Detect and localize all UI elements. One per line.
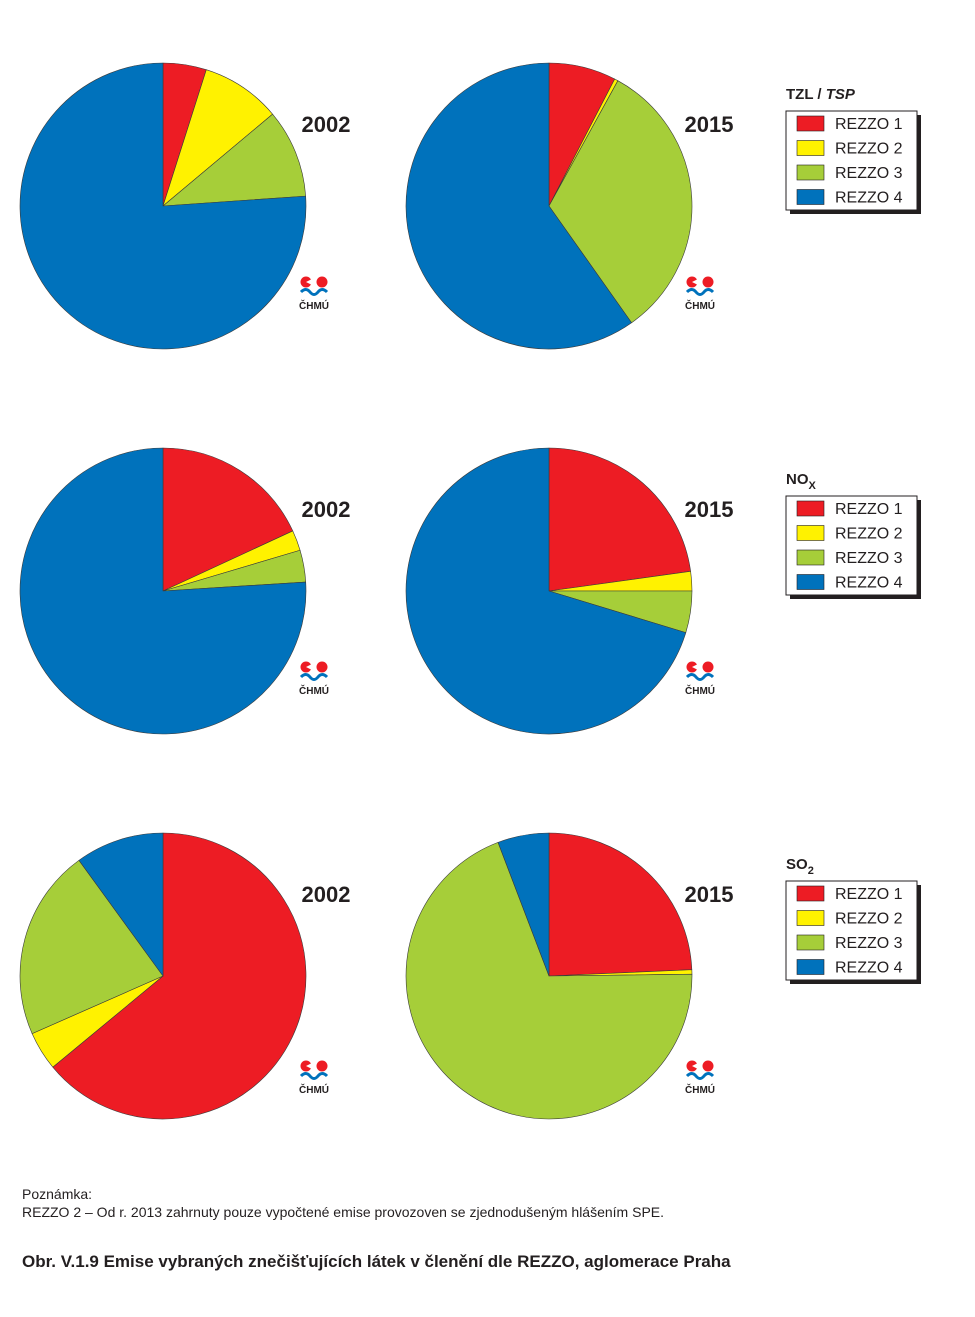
chmu-logo: ČHMÚ xyxy=(299,1060,329,1096)
pie-slice-nox-2015-rezzo-1 xyxy=(548,447,691,592)
svg-text:ČHMÚ: ČHMÚ xyxy=(685,684,715,697)
note-title: Poznámka: xyxy=(22,1186,93,1202)
pie-nox-2015 xyxy=(405,447,693,735)
legend-label-rezzo-1: REZZO 1 xyxy=(835,116,903,133)
legend-label-rezzo-3: REZZO 3 xyxy=(835,550,903,567)
legend-label-rezzo-3: REZZO 3 xyxy=(835,165,903,182)
pie-slice-so2-2015-rezzo-3 xyxy=(405,842,693,1120)
legend-label-rezzo-3: REZZO 3 xyxy=(835,935,903,952)
legend-label-rezzo-4: REZZO 4 xyxy=(835,190,903,207)
chmu-logo: ČHMÚ xyxy=(299,661,329,697)
pie-slice-nox-2002-rezzo-4 xyxy=(19,447,307,735)
pie-slice-nox-2015-rezzo-4 xyxy=(405,447,687,735)
pie-slice-so2-2015-rezzo-4 xyxy=(497,832,550,977)
pie-slice-tzl-2002-rezzo-3 xyxy=(162,113,306,207)
legend-nox: REZZO 1 REZZO 2 REZZO 3 REZZO 4 xyxy=(785,495,921,599)
legend-title-tzl: TZL / TSP xyxy=(786,86,856,103)
year-label-nox-2015: 2015 xyxy=(685,497,734,522)
pie-slice-so2-2002-rezzo-1 xyxy=(52,832,307,1120)
svg-text:ČHMÚ: ČHMÚ xyxy=(685,299,715,312)
legend-swatch-rezzo-3 xyxy=(796,549,825,566)
legend-swatch-rezzo-4 xyxy=(796,959,825,975)
pie-slice-nox-2002-rezzo-1 xyxy=(162,447,294,592)
pie-slice-so2-2002-rezzo-4 xyxy=(78,832,164,977)
legend-label-rezzo-4: REZZO 4 xyxy=(835,575,903,592)
year-label-so2-2015: 2015 xyxy=(685,882,734,907)
year-label-tzl-2002: 2002 xyxy=(302,112,351,137)
legend-swatch-rezzo-1 xyxy=(796,885,825,902)
legend-title-so2: SO2 xyxy=(786,856,814,877)
legend-label-rezzo-2: REZZO 2 xyxy=(835,911,903,928)
year-label-nox-2002: 2002 xyxy=(302,497,351,522)
legend-swatch-rezzo-2 xyxy=(796,525,825,541)
legend-swatch-rezzo-2 xyxy=(796,140,825,156)
pie-so2-2002 xyxy=(19,832,307,1120)
year-label-so2-2002: 2002 xyxy=(302,882,351,907)
pie-slice-tzl-2015-rezzo-3 xyxy=(548,80,693,324)
pie-slice-so2-2015-rezzo-1 xyxy=(548,832,693,977)
figure-caption: Obr. V.1.9 Emise vybraných znečišťujícíc… xyxy=(22,1252,731,1271)
pie-nox-2002 xyxy=(19,447,307,735)
legend-swatch-rezzo-2 xyxy=(796,910,825,926)
chmu-logos: ČHMÚ ČHMÚ ČHMÚ ČHMÚ ČHMÚ ČHMÚ xyxy=(299,276,715,1096)
pie-slice-tzl-2002-rezzo-4 xyxy=(19,62,307,350)
pie-slice-tzl-2015-rezzo-4 xyxy=(405,62,632,350)
pie-tzl-2015 xyxy=(405,62,693,350)
year-label-tzl-2015: 2015 xyxy=(685,112,734,137)
svg-text:ČHMÚ: ČHMÚ xyxy=(299,299,329,312)
legend-swatch-rezzo-3 xyxy=(796,164,825,181)
legend-label-rezzo-4: REZZO 4 xyxy=(835,960,903,977)
pie-so2-2015 xyxy=(405,832,693,1120)
legend-label-rezzo-2: REZZO 2 xyxy=(835,526,903,543)
legend-swatch-rezzo-1 xyxy=(796,115,825,132)
legend-so2: REZZO 1 REZZO 2 REZZO 3 REZZO 4 xyxy=(785,880,921,984)
pie-charts xyxy=(19,62,693,1120)
chmu-logo: ČHMÚ xyxy=(685,276,715,312)
chmu-logo: ČHMÚ xyxy=(685,661,715,697)
legend-label-rezzo-2: REZZO 2 xyxy=(835,141,903,158)
pie-tzl-2002 xyxy=(19,62,307,350)
legend-tzl: REZZO 1 REZZO 2 REZZO 3 REZZO 4 xyxy=(785,110,921,214)
legend-swatch-rezzo-1 xyxy=(796,500,825,517)
legend-title-nox: NOX xyxy=(786,471,817,492)
pie-slice-tzl-2002-rezzo-2 xyxy=(162,69,273,207)
pie-slice-so2-2002-rezzo-3 xyxy=(19,860,164,1034)
svg-text:ČHMÚ: ČHMÚ xyxy=(685,1083,715,1096)
legend-swatch-rezzo-4 xyxy=(796,574,825,590)
legend-label-rezzo-1: REZZO 1 xyxy=(835,886,903,903)
chmu-logo: ČHMÚ xyxy=(299,276,329,312)
chmu-logo: ČHMÚ xyxy=(685,1060,715,1096)
legend-label-rezzo-1: REZZO 1 xyxy=(835,501,903,518)
svg-text:ČHMÚ: ČHMÚ xyxy=(299,684,329,697)
note-text: REZZO 2 – Od r. 2013 zahrnuty pouze vypo… xyxy=(22,1204,665,1220)
legend-swatch-rezzo-4 xyxy=(796,189,825,205)
legend-swatch-rezzo-3 xyxy=(796,934,825,951)
svg-text:ČHMÚ: ČHMÚ xyxy=(299,1083,329,1096)
